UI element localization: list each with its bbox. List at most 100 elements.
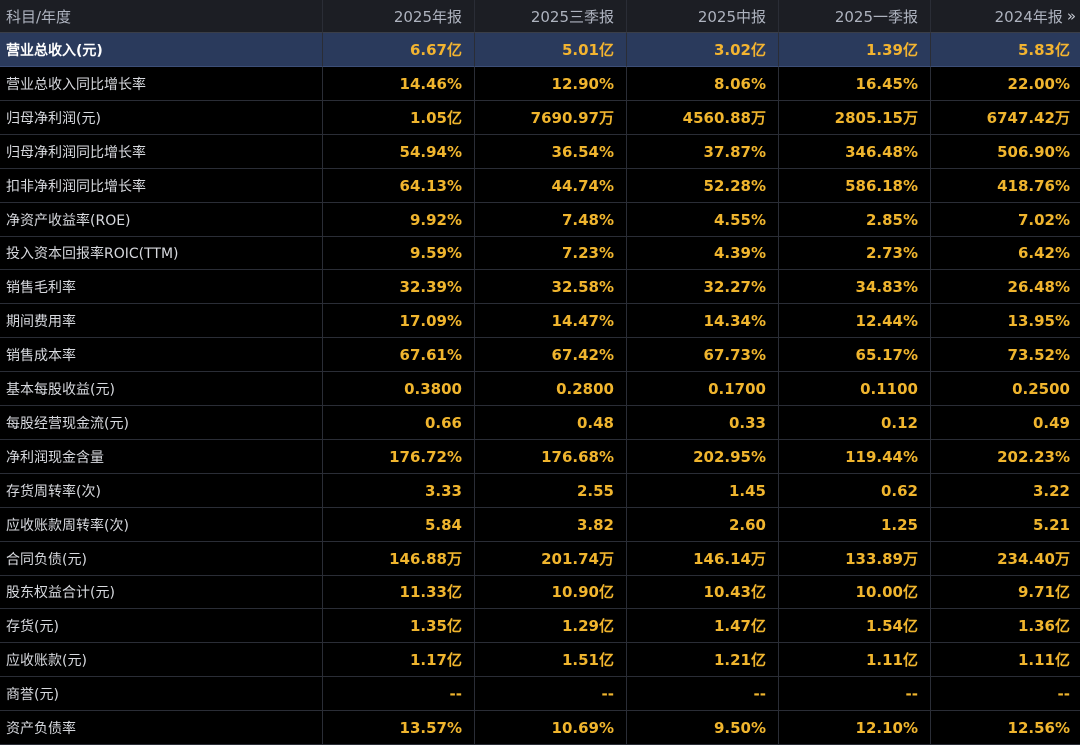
row-value-cell: 6747.42万 [931, 101, 1080, 135]
row-value-cell: 0.1100 [779, 372, 931, 406]
row-value-cell: -- [779, 677, 931, 711]
table-row[interactable]: 商誉(元) -- -- -- -- -- [0, 677, 1080, 711]
table-row[interactable]: 销售毛利率 32.39% 32.58% 32.27% 34.83% 26.48% [0, 270, 1080, 304]
row-value-cell: 37.87% [627, 135, 779, 169]
table-row[interactable]: 股东权益合计(元) 11.33亿 10.90亿 10.43亿 10.00亿 9.71亿 [0, 575, 1080, 609]
row-value-cell: 12.10% [779, 711, 931, 745]
row-value-cell: 0.49 [931, 406, 1080, 440]
row-value-cell: 7690.97万 [475, 101, 627, 135]
row-value-cell: 202.95% [627, 440, 779, 474]
table-row[interactable]: 净利润现金含量 176.72% 176.68% 202.95% 119.44% 202.2… [0, 440, 1080, 474]
header-period-2024-annual[interactable]: 2024年报 [994, 7, 1063, 26]
header-period-2025-annual[interactable]: 2025年报 [323, 0, 475, 33]
row-value-cell: 2805.15万 [779, 101, 931, 135]
row-value-cell: 10.69% [475, 711, 627, 745]
table-row[interactable]: 每股经营现金流(元) 0.66 0.48 0.33 0.12 0.49 [0, 406, 1080, 440]
row-value-cell: 586.18% [779, 169, 931, 203]
row-label: 销售毛利率 [0, 270, 323, 304]
row-label: 股东权益合计(元) [0, 575, 323, 609]
row-value-cell: 1.11亿 [931, 643, 1080, 677]
row-label: 净资产收益率(ROE) [0, 203, 323, 237]
row-value-cell: 10.90亿 [475, 575, 627, 609]
row-value-cell: 4.39% [627, 236, 779, 270]
row-value-cell: 34.83% [779, 270, 931, 304]
double-chevron-right-icon[interactable]: » [1066, 7, 1076, 25]
row-label: 归母净利润(元) [0, 101, 323, 135]
row-value-cell: 67.61% [323, 338, 475, 372]
table-row[interactable]: 投入资本回报率ROIC(TTM) 9.59% 7.23% 4.39% 2.73% 6.42… [0, 236, 1080, 270]
row-value-cell: 44.74% [475, 169, 627, 203]
header-period-2025-mid[interactable]: 2025中报 [627, 0, 779, 33]
row-value-cell: 5.21 [931, 508, 1080, 542]
row-value-cell: 13.57% [323, 711, 475, 745]
row-value-cell: 3.33 [323, 474, 475, 508]
table-row[interactable]: 应收账款周转率(次) 5.84 3.82 2.60 1.25 5.21 [0, 508, 1080, 542]
header-period-2024-annual-cell: 2024年报 » [931, 0, 1080, 33]
row-value-cell: 1.45 [627, 474, 779, 508]
row-label: 基本每股收益(元) [0, 372, 323, 406]
table-row[interactable]: 销售成本率 67.61% 67.42% 67.73% 65.17% 73.52% [0, 338, 1080, 372]
row-value-cell: 9.59% [323, 236, 475, 270]
row-value-cell: 202.23% [931, 440, 1080, 474]
row-value-cell: 65.17% [779, 338, 931, 372]
row-label: 合同负债(元) [0, 542, 323, 576]
row-label: 资产负债率 [0, 711, 323, 745]
row-value-cell: 0.3800 [323, 372, 475, 406]
row-value-cell: -- [627, 677, 779, 711]
table-row[interactable]: 合同负债(元) 146.88万 201.74万 146.14万 133.89万 234.4… [0, 542, 1080, 576]
row-value-cell: 0.66 [323, 406, 475, 440]
header-period-2025-q1[interactable]: 2025一季报 [779, 0, 931, 33]
row-value-cell: 119.44% [779, 440, 931, 474]
row-value-cell: 1.29亿 [475, 609, 627, 643]
table-row[interactable]: 营业总收入同比增长率 14.46% 12.90% 8.06% 16.45% 22.00% [0, 67, 1080, 101]
row-label: 营业总收入(元) [0, 33, 323, 67]
row-value-cell: 32.58% [475, 270, 627, 304]
row-value-cell: 146.88万 [323, 542, 475, 576]
table-row[interactable]: 归母净利润同比增长率 54.94% 36.54% 37.87% 346.48% 506.9… [0, 135, 1080, 169]
row-value-cell: 1.39亿 [779, 33, 931, 67]
row-value-cell: 6.67亿 [323, 33, 475, 67]
row-value-cell: 0.48 [475, 406, 627, 440]
row-value-cell: 0.1700 [627, 372, 779, 406]
row-value-cell: 8.06% [627, 67, 779, 101]
row-value-cell: 67.73% [627, 338, 779, 372]
table-header-row: 科目/年度 2025年报 2025三季报 2025中报 2025一季报 2024… [0, 0, 1080, 33]
row-value-cell: 64.13% [323, 169, 475, 203]
row-value-cell: 0.12 [779, 406, 931, 440]
table-row[interactable]: 归母净利润(元) 1.05亿 7690.97万 4560.88万 2805.15万 674… [0, 101, 1080, 135]
row-value-cell: 146.14万 [627, 542, 779, 576]
row-value-cell: 7.23% [475, 236, 627, 270]
row-label: 扣非净利润同比增长率 [0, 169, 323, 203]
row-label: 净利润现金含量 [0, 440, 323, 474]
row-value-cell: 1.25 [779, 508, 931, 542]
row-label: 期间费用率 [0, 304, 323, 338]
row-value-cell: 10.00亿 [779, 575, 931, 609]
row-value-cell: 4560.88万 [627, 101, 779, 135]
row-value-cell: 12.90% [475, 67, 627, 101]
table-row[interactable]: 存货(元) 1.35亿 1.29亿 1.47亿 1.54亿 1.36亿 [0, 609, 1080, 643]
table-row[interactable]: 期间费用率 17.09% 14.47% 14.34% 12.44% 13.95% [0, 304, 1080, 338]
header-period-2025-q3[interactable]: 2025三季报 [475, 0, 627, 33]
row-value-cell: 14.47% [475, 304, 627, 338]
row-value-cell: 1.17亿 [323, 643, 475, 677]
row-value-cell: 346.48% [779, 135, 931, 169]
table-row[interactable]: 净资产收益率(ROE) 9.92% 7.48% 4.55% 2.85% 7.02% [0, 203, 1080, 237]
row-value-cell: 26.48% [931, 270, 1080, 304]
table-row[interactable]: 扣非净利润同比增长率 64.13% 44.74% 52.28% 586.18% 418.7… [0, 169, 1080, 203]
row-value-cell: 7.48% [475, 203, 627, 237]
row-label: 营业总收入同比增长率 [0, 67, 323, 101]
table-row[interactable]: 资产负债率 13.57% 10.69% 9.50% 12.10% 12.56% [0, 711, 1080, 745]
header-label: 科目/年度 [0, 0, 323, 33]
row-value-cell: 36.54% [475, 135, 627, 169]
row-value-cell: 234.40万 [931, 542, 1080, 576]
table-row[interactable]: 应收账款(元) 1.17亿 1.51亿 1.21亿 1.11亿 1.11亿 [0, 643, 1080, 677]
row-value-cell: 1.11亿 [779, 643, 931, 677]
row-value-cell: 1.51亿 [475, 643, 627, 677]
table-row[interactable]: 存货周转率(次) 3.33 2.55 1.45 0.62 3.22 [0, 474, 1080, 508]
table-row[interactable]: 营业总收入(元) 6.67亿 5.01亿 3.02亿 1.39亿 5.83亿 [0, 33, 1080, 67]
row-value-cell: 2.85% [779, 203, 931, 237]
row-value-cell: -- [931, 677, 1080, 711]
row-value-cell: 5.84 [323, 508, 475, 542]
row-value-cell: 67.42% [475, 338, 627, 372]
table-row[interactable]: 基本每股收益(元) 0.3800 0.2800 0.1700 0.1100 0.2500 [0, 372, 1080, 406]
